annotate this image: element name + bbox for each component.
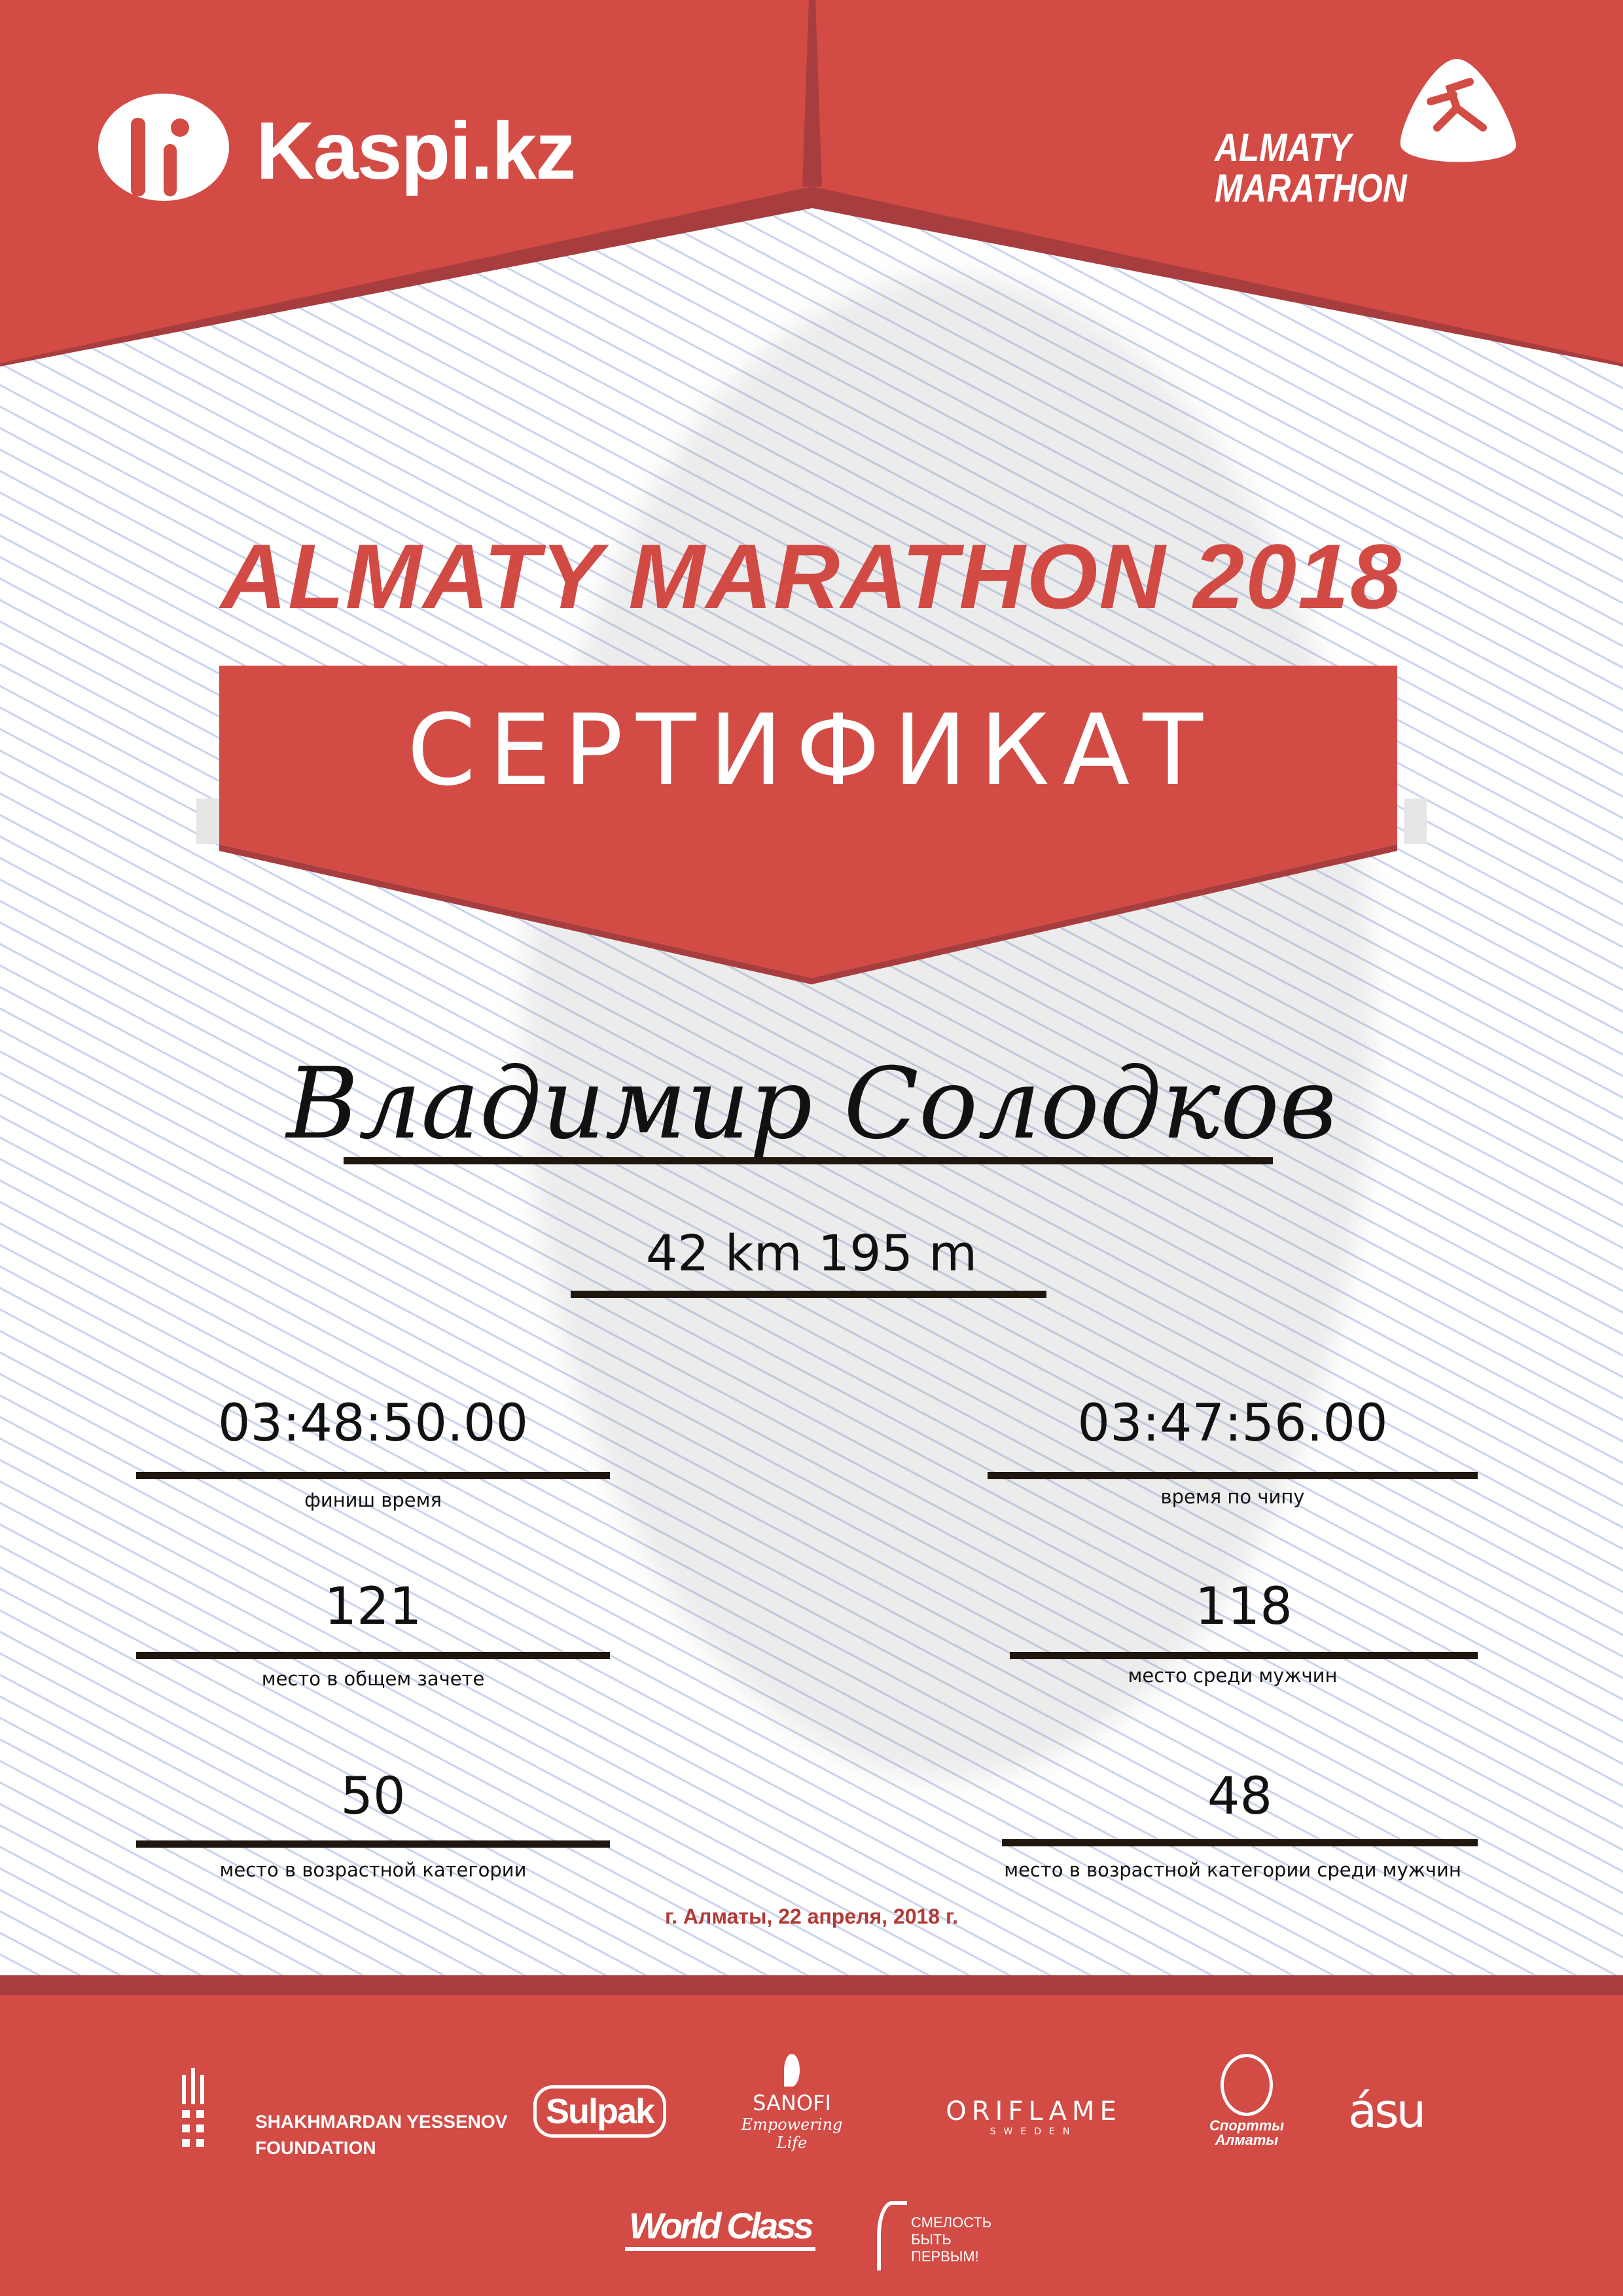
age-place-label: место в возрастной категории — [219, 1859, 527, 1881]
fund-line2: БЫТЬ — [911, 2231, 952, 2248]
chip-time-value: 03:47:56.00 — [1077, 1394, 1388, 1453]
divider — [136, 1652, 610, 1659]
sport-almaty-logo: Спортты Алматы — [1198, 2054, 1296, 2147]
finish-time-label: финиш время — [304, 1489, 442, 1511]
overall-place-label: место в общем зачете — [261, 1668, 485, 1690]
striped-background — [0, 0, 1623, 1996]
finish-time-value: 03:48:50.00 — [217, 1394, 529, 1453]
worldclass-logo: World Class — [625, 2204, 815, 2251]
oriflame-sub: SWEDEN — [990, 2126, 1078, 2137]
certificate-heading: СЕРТИФИКАТ — [407, 694, 1216, 808]
divider — [136, 1840, 610, 1848]
distance-underline — [571, 1291, 1046, 1298]
sanofi-logo: SANOFI Empowering Life — [726, 2054, 857, 2152]
age-men-place-value: 48 — [1207, 1767, 1273, 1826]
certificate-banner — [196, 666, 1427, 984]
oriflame-logo: ORIFLAME SWEDEN — [924, 2096, 1143, 2137]
participant-name: Владимир Солодков — [286, 1047, 1337, 1161]
chip-time-label: время по чипу — [1160, 1486, 1305, 1508]
logo-line-marathon: MARATHON — [1215, 166, 1407, 210]
age-men-place-label: место в возрастной категории среди мужчи… — [1004, 1859, 1461, 1881]
yessenov-line2: FOUNDATION — [255, 2138, 376, 2158]
sanofi-name: SANOFI — [753, 2090, 831, 2115]
divider — [1002, 1839, 1478, 1846]
asu-logo: ásu — [1348, 2083, 1426, 2138]
men-place-label: место среди мужчин — [1128, 1664, 1338, 1687]
sport-almaty-emblem-icon — [1221, 2054, 1273, 2116]
divider — [1010, 1652, 1478, 1659]
name-underline — [344, 1157, 1273, 1164]
sponsors-footer: SHAKHMARDAN YESSENOV FOUNDATION Sulpak S… — [0, 1975, 1623, 2296]
runner-icon — [1400, 59, 1516, 162]
kaspi-logo-text: Kaspi.kz — [256, 106, 576, 196]
oriflame-name: ORIFLAME — [946, 2096, 1122, 2126]
sport-almaty-line2: Алматы — [1215, 2132, 1279, 2148]
yessenov-line1: SHAKHMARDAN YESSENOV — [255, 2111, 508, 2132]
divider — [988, 1472, 1478, 1479]
age-place-value: 50 — [340, 1767, 406, 1826]
sanofi-tagline: Empowering Life — [741, 2115, 843, 2152]
distance: 42 km 195 m — [645, 1224, 978, 1282]
event-date: г. Алматы, 22 апреля, 2018 г. — [665, 1905, 958, 1928]
sanofi-bird-icon — [784, 2054, 800, 2087]
fund-line3: ПЕРВЫМ! — [911, 2248, 979, 2265]
yessenov-icon — [182, 2068, 204, 2147]
overall-place-value: 121 — [324, 1577, 422, 1636]
fund-line1: СМЕЛОСТЬ — [911, 2214, 992, 2231]
runners-photo — [524, 275, 1374, 1780]
logo-line-almaty: ALMATY — [1215, 126, 1351, 170]
sulpak-logo: Sulpak — [533, 2085, 667, 2138]
almaty-marathon-logo: ALMATY MARATHON — [1215, 56, 1522, 213]
courage-fund-icon — [877, 2201, 907, 2270]
sport-almaty-line1: Спортты — [1209, 2117, 1285, 2134]
header-chevron-shape — [0, 0, 1623, 367]
men-place-value: 118 — [1195, 1577, 1293, 1636]
divider — [136, 1472, 610, 1479]
event-title: ALMATY MARATHON 2018 — [221, 525, 1402, 628]
kaspi-family-icon — [98, 94, 229, 201]
